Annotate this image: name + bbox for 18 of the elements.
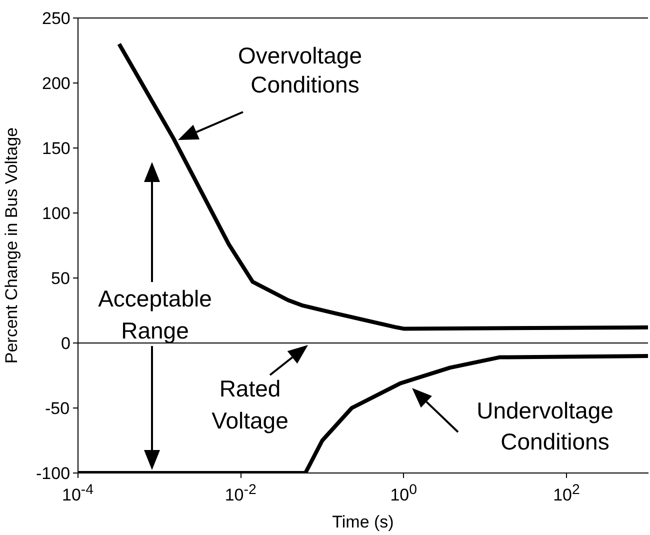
annotation: Overvoltage Conditions [238,42,362,98]
y-tick-label: 250 [42,8,70,28]
y-tick-label: 200 [42,74,70,92]
x-tick-label: 10$^{-2}$ [224,482,256,505]
y-tick-label: 50 [51,268,70,288]
x-tick-label: 10$^{0}$ [390,482,417,505]
x-axis-title: Time (s) [332,512,394,532]
x-tick-label: 10$^{-4}$ [62,482,94,505]
y-tick-label: 0 [61,334,70,352]
legend-label: Rated Voltage [212,375,288,434]
annotation: Undervoltage Conditions [476,397,614,454]
y-tick-label: 150 [42,138,70,158]
y-tick-label: 100 [42,204,70,222]
y-axis-title: Percent Change in Bus Voltage [2,127,21,364]
y-tick-label: -100 [36,464,70,482]
y-tick-label: -50 [45,398,70,418]
annotation: Acceptable Range [98,285,212,344]
x-tick-label: 10$^{2}$ [553,482,580,505]
